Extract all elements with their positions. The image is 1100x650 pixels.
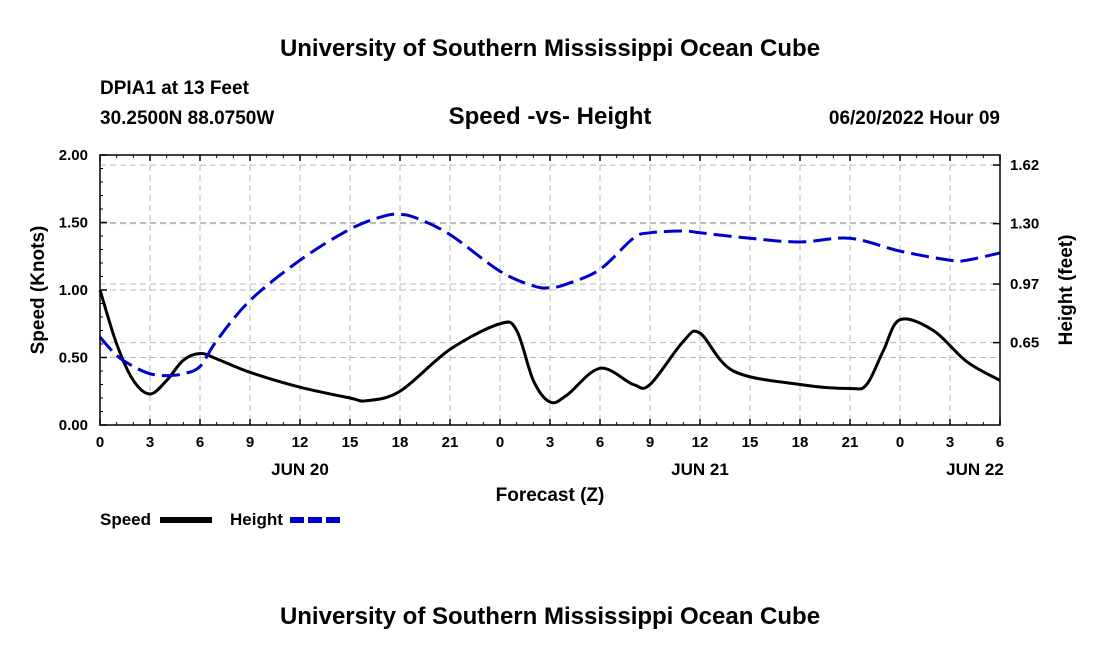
- y-tick-label-right: 0.97: [1010, 276, 1039, 293]
- x-tick-label: 0: [496, 434, 504, 451]
- y-tick-label-left: 1.50: [59, 215, 88, 232]
- axes-layer: 0 3 6 9 12 15 18 21 0 3 6 9 12 15 18 21 0 3 6 JUN 20 JUN 21 J…: [59, 147, 1039, 479]
- chart-subtitle: Speed -vs- Height: [449, 103, 652, 130]
- y-tick-label-left: 0.50: [59, 350, 88, 367]
- y-axis-label-left: Speed (Knots): [28, 226, 49, 355]
- x-tick-label: 18: [792, 434, 809, 451]
- y-tick-label-right: 1.30: [1010, 216, 1039, 233]
- x-tick-label: 12: [692, 434, 709, 451]
- series-line-height: [98, 212, 1001, 378]
- y-tick-label-left: 1.00: [59, 282, 88, 299]
- x-tick-label: 9: [646, 434, 654, 451]
- x-tick-label: 6: [996, 434, 1004, 451]
- day-label: JUN 21: [671, 460, 729, 479]
- x-axis-label: Forecast (Z): [496, 485, 605, 506]
- footer-title: University of Southern Mississippi Ocean…: [280, 603, 820, 630]
- x-tick-label: 15: [742, 434, 759, 451]
- y-tick-label-left: 0.00: [59, 417, 88, 434]
- x-tick-label: 21: [442, 434, 459, 451]
- x-tick-label: 6: [596, 434, 604, 451]
- x-tick-label: 3: [146, 434, 154, 451]
- x-tick-label: 3: [946, 434, 954, 451]
- day-label: JUN 22: [946, 460, 1004, 479]
- x-tick-label: 15: [342, 434, 359, 451]
- y-tick-label-right: 1.62: [1010, 157, 1039, 174]
- grid-lines: [100, 155, 1000, 425]
- coords-label: 30.2500N 88.0750W: [100, 108, 274, 129]
- legend: Speed Height: [100, 510, 342, 529]
- x-tick-label: 0: [96, 434, 104, 451]
- x-tick-label: 6: [196, 434, 204, 451]
- forecast-datetime: 06/20/2022 Hour 09: [829, 108, 1000, 129]
- series-line-speed: [98, 289, 1001, 405]
- legend-height-label: Height: [230, 510, 283, 529]
- x-tick-label: 3: [546, 434, 554, 451]
- page-title: University of Southern Mississippi Ocean…: [280, 35, 820, 62]
- x-tick-label: 9: [246, 434, 254, 451]
- legend-speed-label: Speed: [100, 510, 151, 529]
- x-tick-label: 0: [896, 434, 904, 451]
- series-layer: [98, 212, 1001, 405]
- x-tick-label: 18: [392, 434, 409, 451]
- x-tick-label: 21: [842, 434, 859, 451]
- x-tick-label: 12: [292, 434, 309, 451]
- station-label: DPIA1 at 13 Feet: [100, 78, 250, 99]
- y-tick-label-right: 0.65: [1010, 335, 1039, 352]
- y-axis-label-right: Height (feet): [1056, 235, 1077, 346]
- day-label: JUN 20: [271, 460, 329, 479]
- y-tick-label-left: 2.00: [59, 147, 88, 164]
